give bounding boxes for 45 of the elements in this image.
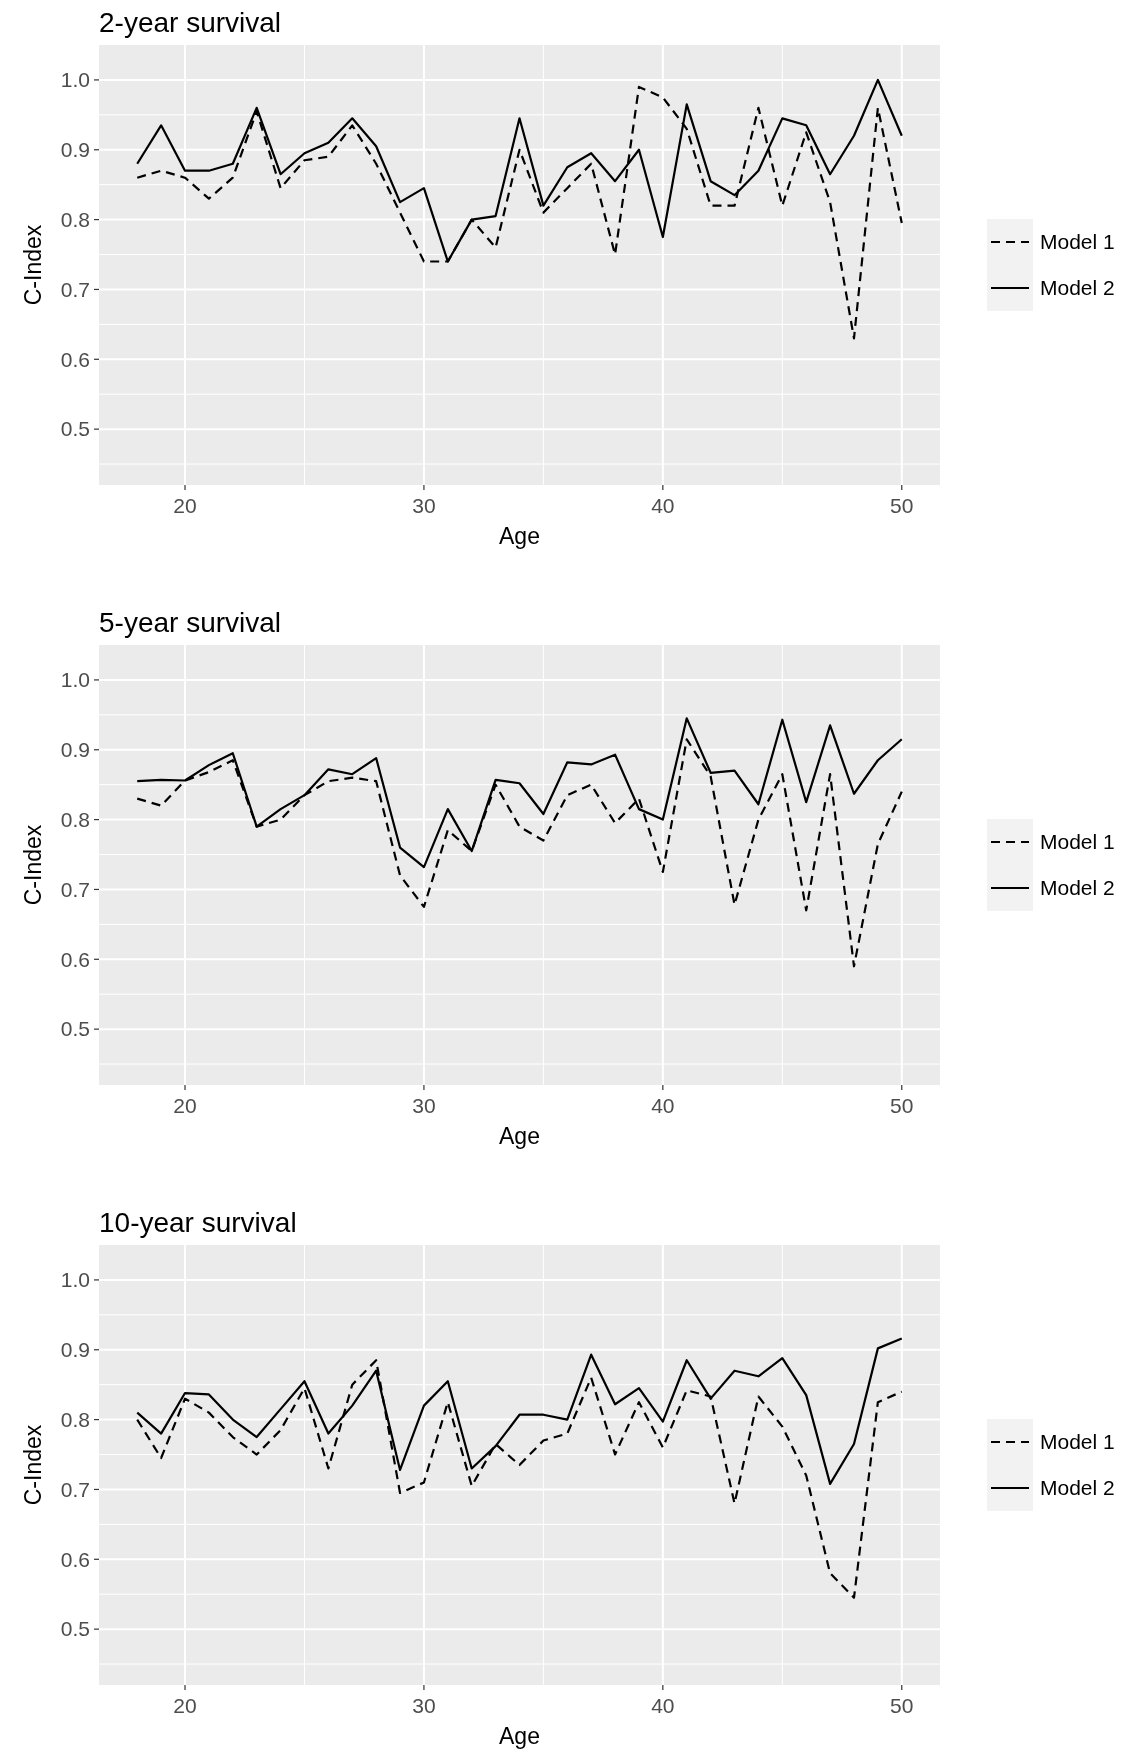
y-tick-label: 0.8 <box>60 807 90 831</box>
x-axis-title: Age <box>499 1723 540 1749</box>
legend-label: Model 1 <box>1040 830 1115 854</box>
y-axis-title: C-Index <box>20 1424 46 1506</box>
x-tick-label: 30 <box>412 1094 436 1117</box>
y-tick-label: 0.5 <box>60 1617 90 1641</box>
legend-label: Model 1 <box>1040 1430 1115 1454</box>
y-tick-label: 0.9 <box>60 738 90 762</box>
x-tick-label: 30 <box>412 1694 436 1717</box>
y-tick-label: 0.6 <box>60 1547 90 1571</box>
x-tick-label: 50 <box>890 1094 914 1117</box>
x-tick-label: 40 <box>651 1694 675 1717</box>
legend-label: Model 2 <box>1040 276 1115 300</box>
y-tick-label: 0.5 <box>60 417 90 441</box>
chart-title: 2-year survival <box>99 7 282 38</box>
y-tick-label: 1.0 <box>60 1268 90 1292</box>
x-tick-label: 30 <box>412 494 436 517</box>
x-tick-label: 40 <box>651 494 675 517</box>
x-tick-label: 40 <box>651 1094 675 1117</box>
legend-label: Model 2 <box>1040 1476 1115 1500</box>
y-tick-label: 0.9 <box>60 138 90 162</box>
y-tick-label: 0.6 <box>60 947 90 971</box>
chart-title: 10-year survival <box>99 1207 297 1238</box>
y-tick-label: 1.0 <box>60 668 90 692</box>
y-axis-title: C-Index <box>20 224 46 306</box>
y-tick-label: 0.8 <box>60 207 90 231</box>
x-axis-title: Age <box>499 1123 540 1149</box>
x-tick-label: 20 <box>173 1094 197 1117</box>
y-tick-label: 0.7 <box>60 277 90 301</box>
y-tick-label: 1.0 <box>60 68 90 92</box>
x-tick-label: 20 <box>173 1694 197 1717</box>
x-axis-title: Age <box>499 523 540 549</box>
legend-label: Model 2 <box>1040 876 1115 900</box>
x-tick-label: 20 <box>173 494 197 517</box>
y-axis-title: C-Index <box>20 824 46 906</box>
y-tick-label: 0.8 <box>60 1407 90 1431</box>
y-tick-label: 0.6 <box>60 347 90 371</box>
legend-label: Model 1 <box>1040 230 1115 254</box>
y-tick-label: 0.5 <box>60 1017 90 1041</box>
y-tick-label: 0.7 <box>60 1477 90 1501</box>
chart-title: 5-year survival <box>99 607 282 638</box>
x-tick-label: 50 <box>890 494 914 517</box>
y-tick-label: 0.7 <box>60 877 90 901</box>
y-tick-label: 0.9 <box>60 1338 90 1362</box>
x-tick-label: 50 <box>890 1694 914 1717</box>
